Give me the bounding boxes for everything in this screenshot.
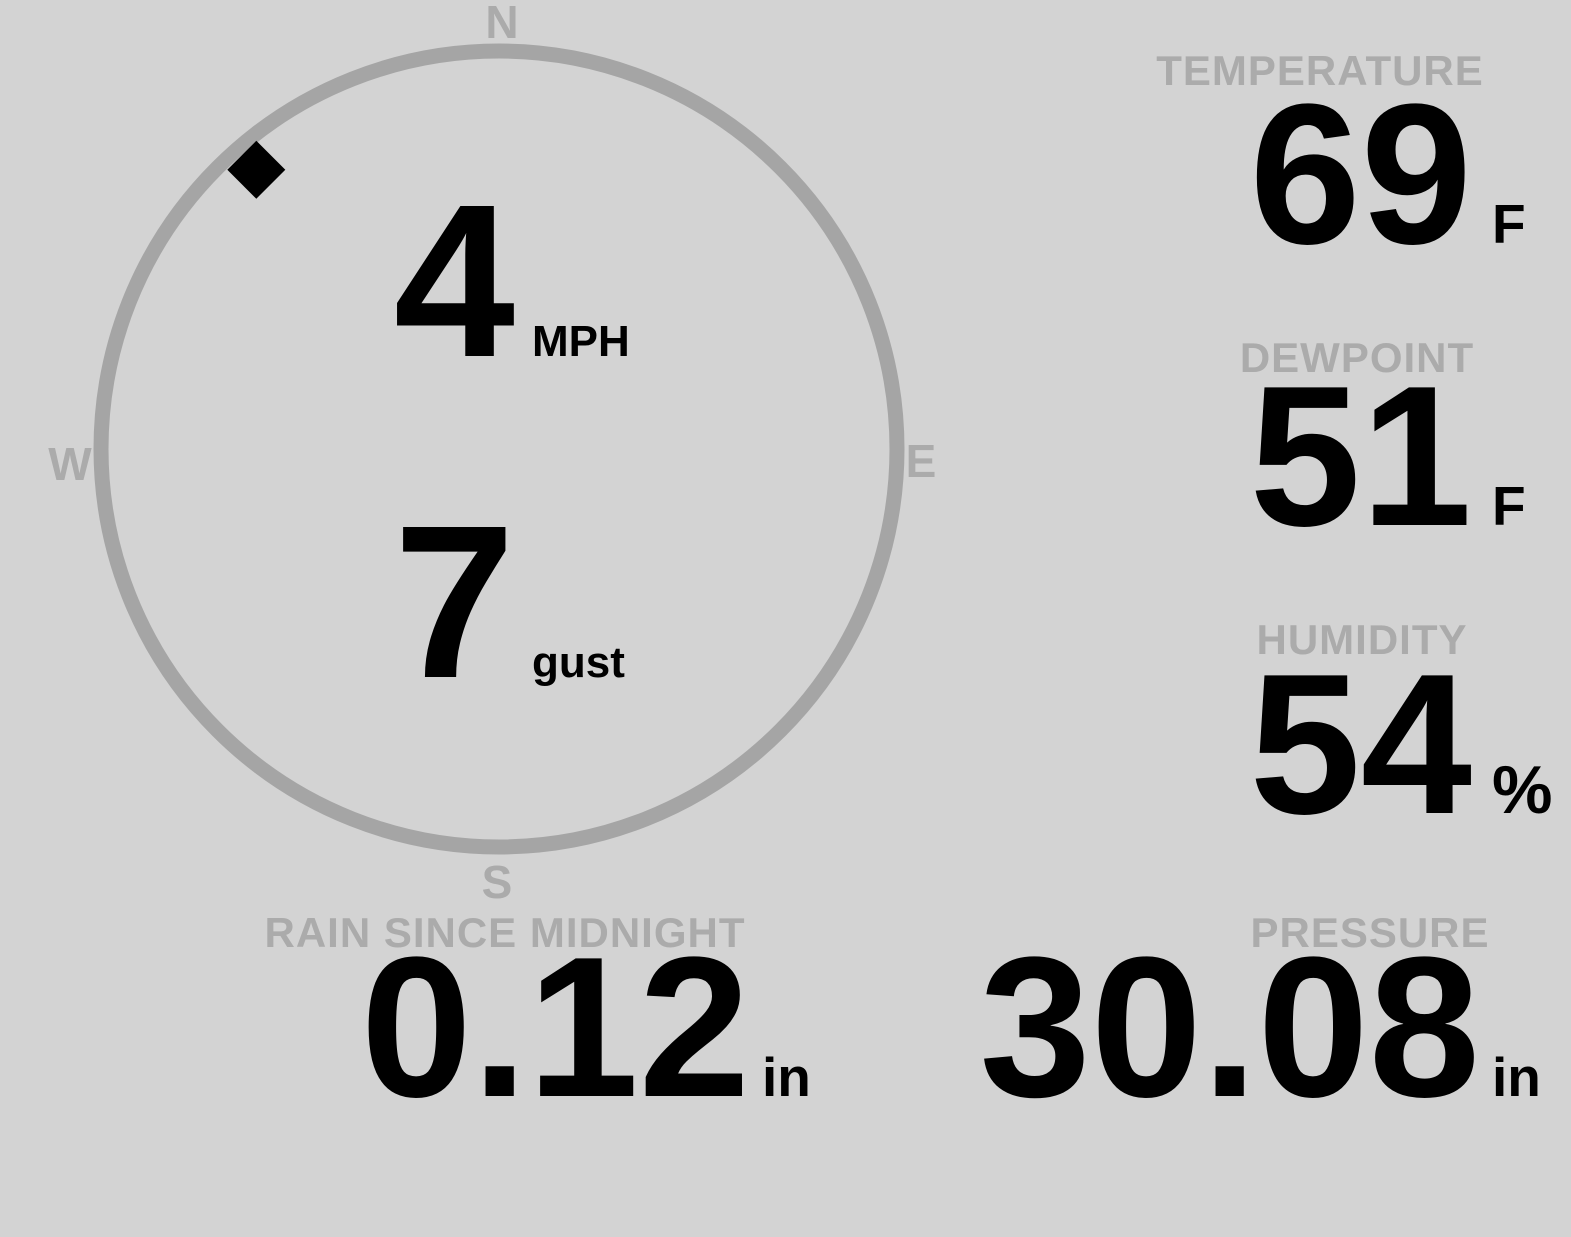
compass-label-west: W xyxy=(48,438,92,490)
wind-gust-value: 7 xyxy=(393,481,515,724)
temperature-row: 69 F xyxy=(1022,75,1526,275)
pressure-row: 30.08 in xyxy=(950,928,1541,1128)
pressure-value: 30.08 xyxy=(979,916,1481,1139)
dewpoint-unit: F xyxy=(1492,475,1526,537)
dewpoint-label: DEWPOINT xyxy=(1239,334,1475,381)
compass-label-north: N xyxy=(485,0,519,48)
dewpoint-value: 51 xyxy=(1249,345,1472,568)
humidity-label: HUMIDITY xyxy=(1256,616,1468,663)
rain-value: 0.12 xyxy=(360,916,750,1139)
humidity-value: 54 xyxy=(1249,633,1472,856)
humidity-unit: % xyxy=(1492,752,1553,828)
rain-label: RAIN SINCE MIDNIGHT xyxy=(264,909,746,956)
wind-speed-unit: MPH xyxy=(532,317,630,366)
dewpoint-row: 51 F xyxy=(1022,357,1526,557)
compass-label-east: E xyxy=(905,435,937,487)
temperature-unit: F xyxy=(1492,193,1526,255)
compass-label-south: S xyxy=(481,856,513,908)
wind-gust-row: 7 gust xyxy=(280,494,625,712)
rain-unit: in xyxy=(762,1046,811,1108)
temperature-value: 69 xyxy=(1249,63,1472,286)
humidity-row: 54 % xyxy=(1022,633,1553,856)
rain-row: 0.12 in xyxy=(230,928,811,1128)
wind-speed-row: 4 MPH xyxy=(280,173,630,391)
pressure-label: PRESSURE xyxy=(1250,909,1490,956)
pressure-unit: in xyxy=(1492,1046,1541,1108)
temperature-label: TEMPERATURE xyxy=(1156,47,1484,94)
wind-speed-value: 4 xyxy=(393,160,515,403)
wind-gust-unit: gust xyxy=(532,638,625,687)
compass-ring xyxy=(93,43,905,855)
wind-direction-marker-icon xyxy=(227,140,286,199)
